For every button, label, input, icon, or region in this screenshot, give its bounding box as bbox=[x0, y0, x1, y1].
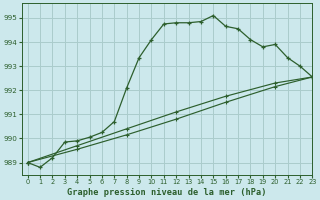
X-axis label: Graphe pression niveau de la mer (hPa): Graphe pression niveau de la mer (hPa) bbox=[67, 188, 267, 197]
